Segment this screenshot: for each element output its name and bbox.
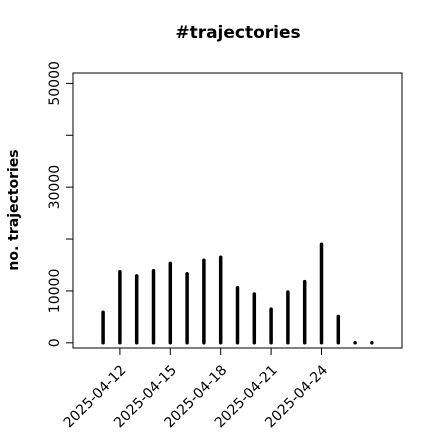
- chart-title: #trajectories: [175, 23, 300, 43]
- y-tick-label: 30000: [47, 165, 63, 210]
- y-tick-label: 50000: [47, 61, 63, 106]
- plot-box: [72, 72, 403, 349]
- y-tick-label: 10000: [47, 269, 63, 314]
- y-axis-label: no. trajectories: [6, 149, 22, 270]
- y-tick-label: 0: [47, 338, 63, 347]
